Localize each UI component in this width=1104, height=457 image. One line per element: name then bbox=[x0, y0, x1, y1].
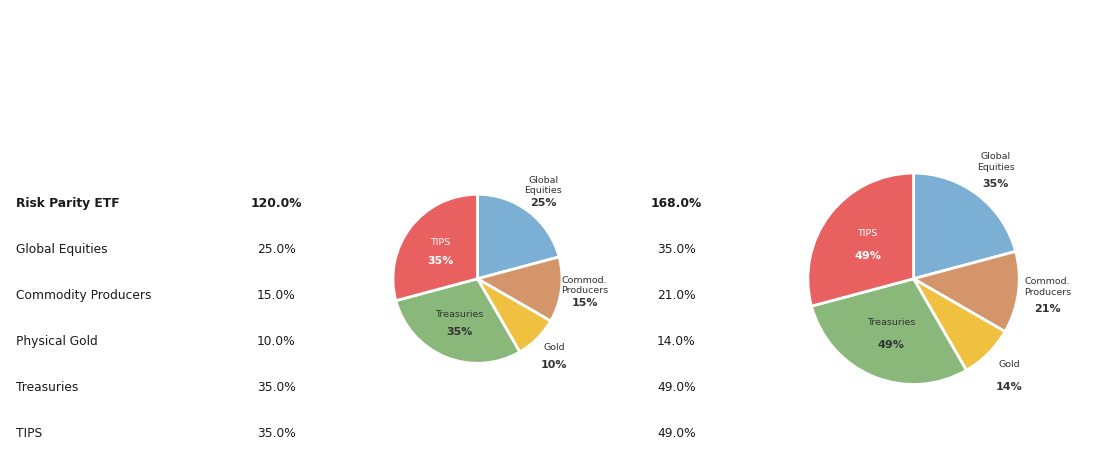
Text: 35.0%: 35.0% bbox=[256, 382, 296, 394]
Text: Physical Gold: Physical Gold bbox=[15, 335, 97, 348]
Text: Gold: Gold bbox=[543, 343, 565, 352]
Text: Commodity Producers: Commodity Producers bbox=[15, 289, 151, 302]
Text: Commod.
Producers: Commod. Producers bbox=[561, 276, 608, 295]
Text: 35.0%: 35.0% bbox=[256, 427, 296, 441]
Wedge shape bbox=[396, 279, 520, 363]
Text: 35.0%: 35.0% bbox=[657, 243, 696, 256]
Text: 35%: 35% bbox=[446, 327, 473, 337]
Text: TIPS: TIPS bbox=[15, 427, 42, 441]
Text: RPAR: RPAR bbox=[405, 123, 450, 138]
Text: 49.0%: 49.0% bbox=[657, 427, 696, 441]
Text: 10.0%: 10.0% bbox=[257, 335, 295, 348]
Text: Long-Term Target Allocation: Long-Term Target Allocation bbox=[774, 150, 959, 163]
Text: 15%: 15% bbox=[572, 298, 598, 308]
Text: TIPS: TIPS bbox=[431, 239, 450, 247]
Text: Global
Equities: Global Equities bbox=[524, 175, 562, 195]
Text: 14%: 14% bbox=[996, 382, 1022, 392]
Text: As of December 31, 2021: As of December 31, 2021 bbox=[15, 145, 155, 155]
Text: Target Asset Allocation: Target Asset Allocation bbox=[20, 25, 417, 54]
Wedge shape bbox=[808, 173, 914, 306]
Text: 25.0%: 25.0% bbox=[256, 243, 296, 256]
Wedge shape bbox=[811, 279, 966, 384]
Text: 120.0%: 120.0% bbox=[251, 197, 301, 210]
Text: 35%: 35% bbox=[427, 255, 454, 266]
Text: 15.0%: 15.0% bbox=[256, 289, 296, 302]
Text: 49.0%: 49.0% bbox=[657, 382, 696, 394]
Text: 49%: 49% bbox=[878, 340, 905, 350]
Wedge shape bbox=[477, 194, 559, 279]
Text: UPAR: UPAR bbox=[843, 123, 890, 138]
Wedge shape bbox=[914, 251, 1019, 332]
Wedge shape bbox=[913, 173, 1016, 279]
Text: 10%: 10% bbox=[541, 361, 567, 371]
Text: 35%: 35% bbox=[983, 179, 1009, 189]
Text: Treasuries: Treasuries bbox=[867, 319, 915, 328]
Text: 14.0%: 14.0% bbox=[657, 335, 696, 348]
Text: 21%: 21% bbox=[1034, 304, 1061, 314]
Text: Global Equities: Global Equities bbox=[15, 243, 107, 256]
Text: TIPS: TIPS bbox=[858, 229, 878, 239]
Wedge shape bbox=[477, 257, 562, 321]
Text: Treasuries: Treasuries bbox=[15, 382, 78, 394]
Wedge shape bbox=[914, 279, 1005, 370]
Text: Commod.
Producers: Commod. Producers bbox=[1025, 277, 1071, 297]
Text: 168.0%: 168.0% bbox=[650, 197, 702, 210]
Wedge shape bbox=[477, 279, 551, 352]
Text: Gold: Gold bbox=[998, 361, 1020, 369]
Wedge shape bbox=[393, 194, 478, 301]
Text: 25%: 25% bbox=[530, 198, 556, 208]
Text: 21.0%: 21.0% bbox=[657, 289, 696, 302]
Text: Long-Term Target Allocation: Long-Term Target Allocation bbox=[336, 150, 520, 163]
Text: Risk Parity ETF: Risk Parity ETF bbox=[15, 197, 119, 210]
Text: Treasuries: Treasuries bbox=[435, 309, 484, 319]
Text: Global
Equities: Global Equities bbox=[977, 152, 1015, 172]
Text: 49%: 49% bbox=[854, 251, 881, 261]
